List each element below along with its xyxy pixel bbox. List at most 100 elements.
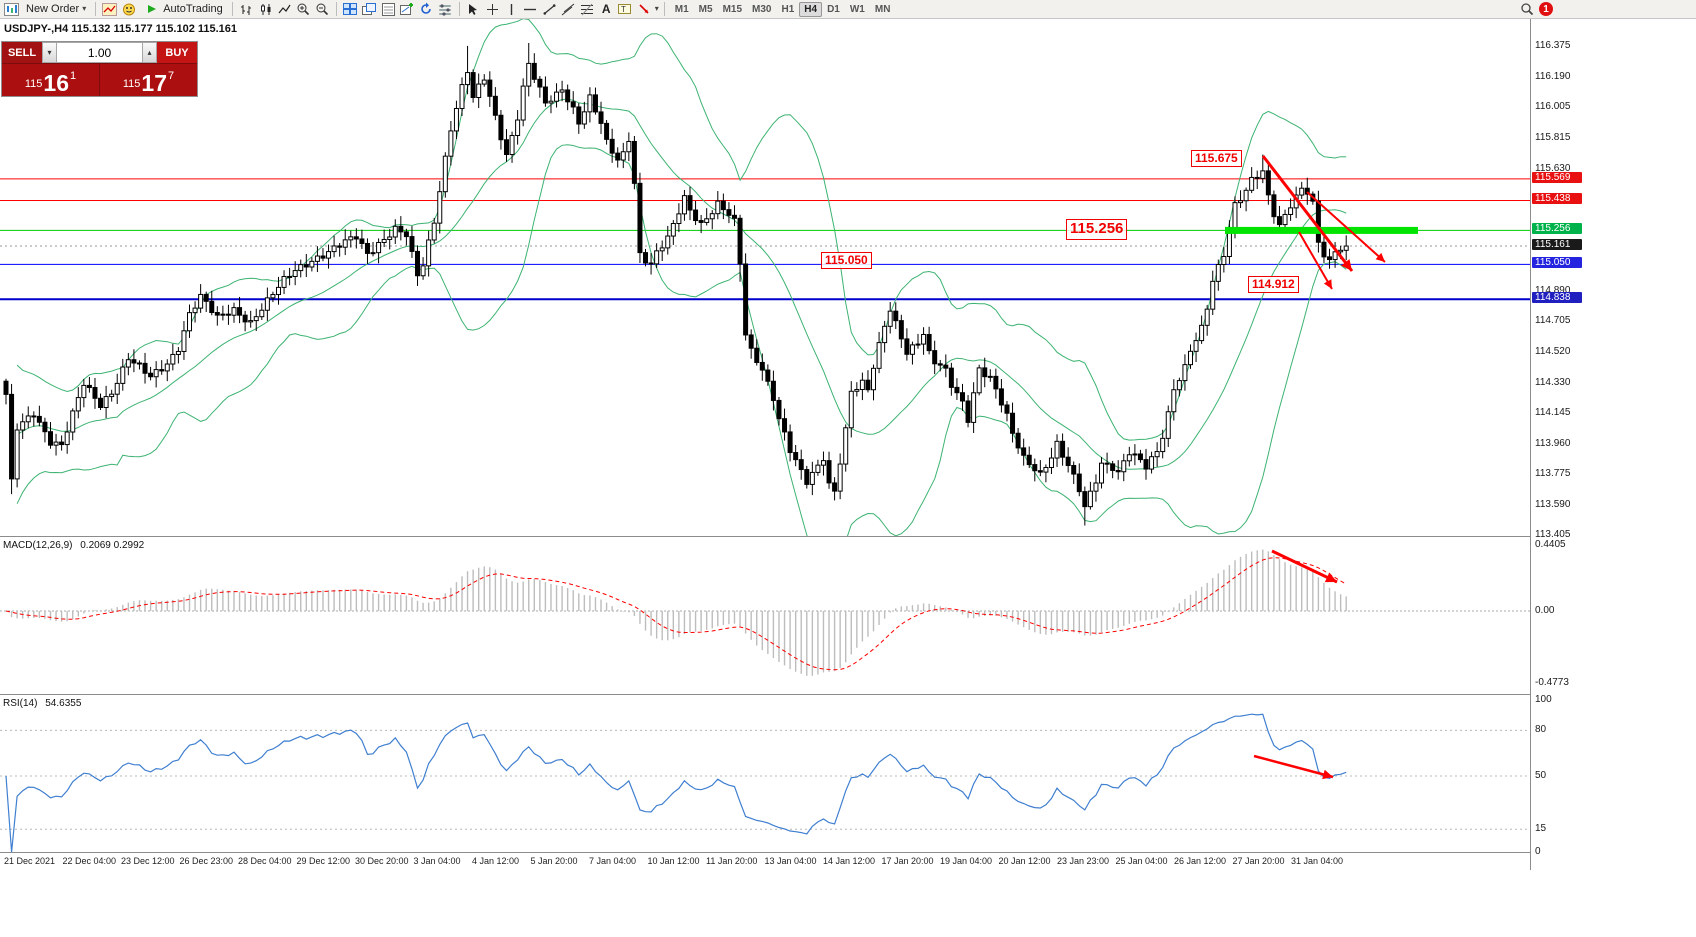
text-icon[interactable]: A — [601, 2, 611, 16]
trendline-icon[interactable] — [541, 1, 558, 17]
new-order-label: New Order — [26, 3, 80, 15]
macd-values: 0.2069 0.2992 — [80, 540, 145, 551]
separator — [458, 2, 460, 16]
new-order-button[interactable]: New Order ▾ — [22, 1, 90, 18]
rsi-indicator-panel[interactable] — [0, 695, 1530, 852]
buy-price-prefix: 115 — [122, 78, 141, 90]
time-axis[interactable]: 21 Dec 2021 22 Dec 04:00 23 Dec 12:00 26 De… — [0, 853, 1530, 870]
refresh-icon[interactable] — [418, 1, 435, 17]
timeframe-m5[interactable]: M5 — [698, 4, 713, 15]
time-axis-label: 22 Dec 04:00 — [62, 856, 117, 866]
notification-badge[interactable]: 1 — [1539, 2, 1553, 16]
price-tag: 115.050 — [1532, 257, 1582, 269]
price-tick-label: 113.775 — [1535, 468, 1571, 480]
separator — [663, 2, 665, 16]
price-tag: 114.838 — [1532, 292, 1582, 304]
price-tick-label: 116.005 — [1535, 101, 1571, 113]
timeframe-h4[interactable]: H4 — [799, 2, 823, 17]
time-axis-label: 28 Dec 04:00 — [238, 856, 292, 866]
tile-windows-icon[interactable] — [342, 1, 359, 17]
cursor-icon[interactable] — [465, 1, 482, 17]
time-axis-label: 26 Dec 23:00 — [179, 856, 234, 866]
price-tick-label: 114.890 — [1535, 284, 1571, 296]
price-axis[interactable]: 116.375 116.190 116.005 115.815 115.630 114.8… — [1531, 0, 1696, 937]
time-axis-label: 20 Jan 12:00 — [998, 856, 1051, 866]
line-chart-mode-icon[interactable] — [276, 1, 293, 17]
one-click-top-row: SELL ▾ ▴ BUY — [2, 42, 197, 63]
timeframe-group: M1 M5 M15 M30 H1 H4 D1 W1 MN — [670, 2, 896, 17]
price-tick-label: 114.145 — [1535, 407, 1571, 419]
timeframe-m30[interactable]: M30 — [752, 4, 772, 15]
panel-splitter[interactable] — [0, 694, 1568, 695]
fibonacci-icon[interactable] — [579, 1, 596, 17]
panel-splitter[interactable] — [0, 536, 1568, 537]
zoom-in-icon[interactable] — [295, 1, 312, 17]
sell-price[interactable]: 115 16 1 — [2, 64, 99, 96]
arrows-tool-icon[interactable] — [636, 1, 653, 17]
data-window-icon[interactable] — [380, 1, 397, 17]
separator — [95, 2, 97, 16]
timeframe-h1[interactable]: H1 — [781, 4, 795, 15]
timeframe-m1[interactable]: M1 — [674, 4, 689, 15]
volume-down-button[interactable]: ▾ — [42, 42, 57, 63]
price-tick-label: 114.520 — [1535, 345, 1571, 357]
macd-name: MACD(12,26,9) — [3, 540, 73, 551]
autotrading-button[interactable]: AutoTrading — [139, 1, 227, 18]
price-annotation[interactable]: 115.256 — [1066, 219, 1128, 240]
main-price-chart[interactable] — [0, 19, 1530, 536]
vertical-line-icon[interactable] — [503, 1, 520, 17]
price-annotation[interactable]: 115.050 — [821, 252, 872, 269]
timeframe-mn[interactable]: MN — [874, 4, 891, 15]
time-axis-label: 10 Jan 12:00 — [647, 856, 700, 866]
crosshair-icon[interactable] — [484, 1, 501, 17]
buy-button[interactable]: BUY — [157, 42, 197, 63]
timeframe-d1[interactable]: D1 — [827, 4, 840, 15]
zoom-out-icon[interactable] — [314, 1, 331, 17]
volume-up-button[interactable]: ▴ — [142, 42, 157, 63]
buy-price[interactable]: 115 17 7 — [99, 64, 197, 96]
price-annotation[interactable]: 114.912 — [1248, 276, 1299, 293]
rsi-axis-label: 80 — [1535, 724, 1547, 736]
sell-button[interactable]: SELL — [2, 42, 42, 63]
price-annotation[interactable]: 115.675 — [1191, 150, 1242, 167]
horizontal-line-icon[interactable] — [522, 1, 539, 17]
arrows-tool-caret-icon[interactable]: ▾ — [654, 4, 659, 13]
expert-advisor-icon[interactable] — [120, 1, 137, 17]
time-axis-label: 14 Jan 12:00 — [823, 856, 876, 866]
time-axis-label: 23 Jan 23:00 — [1057, 856, 1110, 866]
timeframe-m15[interactable]: M15 — [722, 4, 743, 15]
time-axis-label: 21 Dec 2021 — [4, 856, 56, 866]
time-axis-label: 25 Jan 04:00 — [1115, 856, 1168, 866]
price-tick-label: 115.630 — [1535, 162, 1571, 174]
rsi-value: 54.6355 — [45, 698, 82, 709]
macd-axis-label: 0.00 — [1535, 605, 1555, 616]
equidistant-channel-icon[interactable] — [560, 1, 577, 17]
time-axis-label: 26 Jan 12:00 — [1174, 856, 1227, 866]
timeframe-w1[interactable]: W1 — [849, 4, 865, 15]
chart-window-icon[interactable] — [3, 1, 20, 17]
volume-input[interactable] — [57, 42, 142, 63]
bar-chart-mode-icon[interactable] — [238, 1, 255, 17]
svg-text:T: T — [621, 5, 626, 14]
panel-splitter — [0, 852, 1568, 853]
text-label-icon[interactable]: T — [617, 1, 634, 17]
search-icon[interactable] — [1518, 1, 1535, 17]
macd-indicator-panel[interactable] — [0, 537, 1530, 694]
time-axis-label: 31 Jan 04:00 — [1291, 856, 1344, 866]
time-axis-label: 4 Jan 12:00 — [472, 856, 520, 866]
chevron-down-icon: ▾ — [82, 4, 87, 13]
rsi-axis-label: 100 — [1535, 694, 1552, 705]
candlestick-mode-icon[interactable] — [257, 1, 274, 17]
chart-properties-icon[interactable] — [437, 1, 454, 17]
price-tick-label: 113.960 — [1535, 437, 1571, 449]
price-tick-label: 113.590 — [1535, 498, 1571, 510]
price-tag: 115.256 — [1532, 223, 1582, 235]
cascade-windows-icon[interactable] — [361, 1, 378, 17]
price-tick-label: 116.375 — [1535, 40, 1571, 52]
indicators-icon[interactable] — [101, 1, 118, 17]
time-axis-label: 23 Dec 12:00 — [121, 856, 175, 866]
new-chart-icon[interactable] — [399, 1, 416, 17]
price-tag: 115.161 — [1532, 239, 1582, 251]
time-axis-label: 5 Jan 20:00 — [530, 856, 578, 866]
